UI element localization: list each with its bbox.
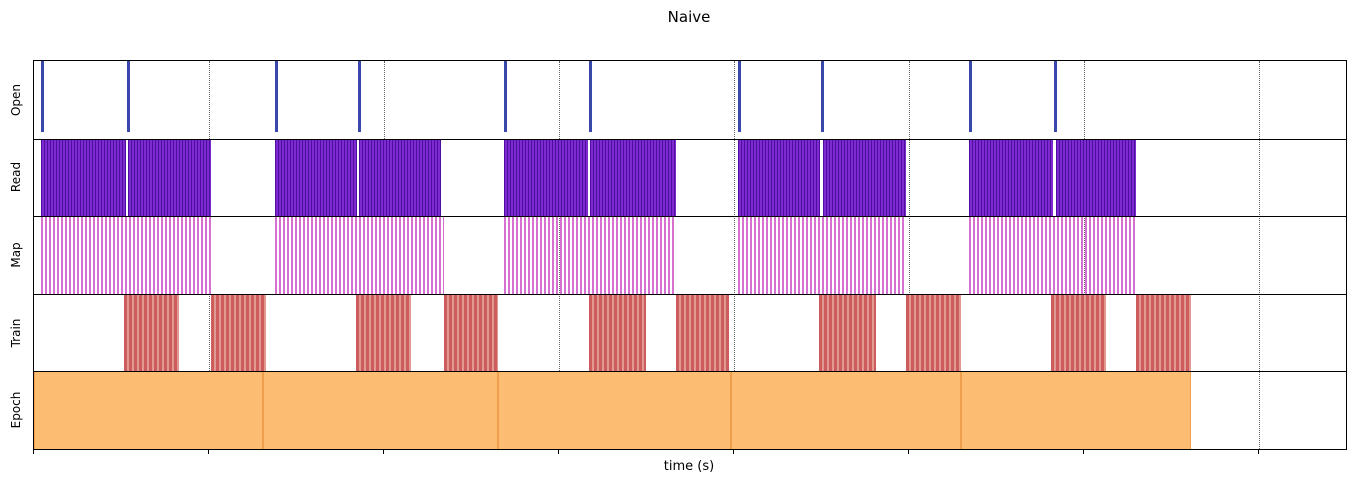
epoch-interval-bar xyxy=(263,372,498,449)
train-interval-bar xyxy=(1051,294,1107,372)
x-axis-tick xyxy=(1082,449,1084,454)
x-axis-tick xyxy=(907,449,909,454)
open-event-bar xyxy=(738,61,742,132)
train-interval-bar xyxy=(355,294,411,372)
read-interval-bar xyxy=(969,139,1053,217)
read-interval-bar xyxy=(738,139,821,217)
map-interval-bar xyxy=(40,217,213,294)
read-interval-bar xyxy=(822,139,907,217)
x-axis-label: time (s) xyxy=(663,459,715,474)
x-axis-tick xyxy=(732,449,734,454)
epoch-interval-bar xyxy=(497,372,732,449)
read-interval-bar xyxy=(275,139,357,217)
train-interval-bar xyxy=(1136,294,1192,372)
x-axis-tick xyxy=(382,449,384,454)
map-interval-bar xyxy=(738,217,907,294)
x-axis-tick xyxy=(207,449,209,454)
open-event-bar xyxy=(275,61,279,132)
y-axis-label: Open xyxy=(9,83,23,116)
train-interval-bar xyxy=(210,294,266,372)
vertical-gridline xyxy=(1258,61,1260,449)
row-epoch xyxy=(34,371,1346,449)
train-interval-bar xyxy=(444,294,498,372)
open-event-bar xyxy=(503,61,507,132)
read-interval-bar xyxy=(503,139,588,217)
y-axis-label: Read xyxy=(9,162,23,193)
chart-title: Naive xyxy=(667,8,711,26)
epoch-interval-bar xyxy=(961,372,1192,449)
map-interval-bar xyxy=(969,217,1137,294)
epoch-interval-bar xyxy=(731,372,962,449)
map-interval-bar xyxy=(275,217,445,294)
open-event-bar xyxy=(588,61,592,132)
open-event-bar xyxy=(821,61,825,132)
vertical-gridline xyxy=(908,61,910,449)
read-interval-bar xyxy=(128,139,211,217)
open-event-bar xyxy=(357,61,361,132)
map-interval-bar xyxy=(503,217,676,294)
open-event-bar xyxy=(1053,61,1057,132)
y-axis-label: Epoch xyxy=(9,391,23,429)
train-interval-bar xyxy=(676,294,730,372)
x-axis-tick xyxy=(33,449,34,454)
read-interval-bar xyxy=(359,139,441,217)
read-interval-bar xyxy=(1055,139,1137,217)
open-event-bar xyxy=(40,61,45,132)
read-interval-bar xyxy=(40,139,126,217)
train-interval-bar xyxy=(818,294,877,372)
read-interval-bar xyxy=(590,139,676,217)
vertical-gridline xyxy=(733,61,735,449)
y-axis-label: Train xyxy=(9,318,23,347)
row-open xyxy=(34,61,1346,139)
train-interval-bar xyxy=(588,294,647,372)
open-event-bar xyxy=(126,61,130,132)
open-event-bar xyxy=(969,61,973,132)
plot-area xyxy=(33,60,1347,450)
row-map xyxy=(34,216,1346,294)
y-axis-label: Map xyxy=(9,242,23,268)
row-train xyxy=(34,293,1346,372)
train-interval-bar xyxy=(124,294,180,372)
x-axis-tick xyxy=(557,449,559,454)
row-read xyxy=(34,138,1346,217)
epoch-interval-bar xyxy=(34,372,264,449)
train-interval-bar xyxy=(906,294,962,372)
x-axis-tick xyxy=(1257,449,1259,454)
